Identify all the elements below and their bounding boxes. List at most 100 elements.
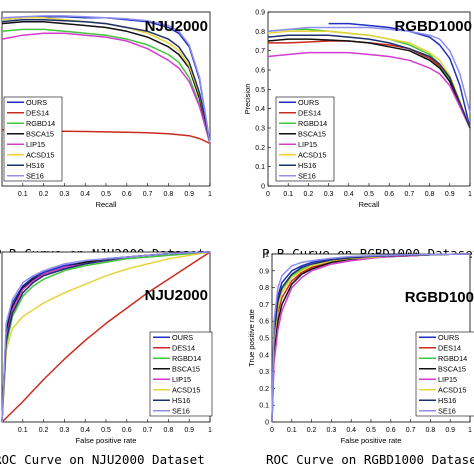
y-tick-label: 0.1 [255, 164, 265, 171]
legend-label: OURS [172, 333, 193, 342]
legend-box [3, 96, 63, 182]
x-tick-label: 0.6 [122, 427, 132, 434]
legend-label: DES14 [172, 343, 195, 352]
x-tick-label: 0.8 [164, 191, 174, 198]
x-tick-label: 0.3 [324, 191, 334, 198]
y-tick-label: 0 [265, 420, 269, 427]
x-tick-label: 0.2 [307, 427, 317, 434]
chart-title: RGBD100 [405, 289, 474, 306]
series-line-se16 [1, 15, 211, 144]
x-tick-label: 1 [208, 191, 212, 198]
series-line-se16 [267, 26, 471, 113]
x-tick-label: 0.9 [184, 427, 194, 434]
x-tick-label: 0.9 [445, 427, 455, 434]
series-line-lip15 [267, 51, 471, 129]
x-tick-label: 0.4 [344, 191, 354, 198]
series-line-hs16 [1, 18, 211, 144]
x-tick-label: 0.4 [80, 427, 90, 434]
x-axis-label: False positive rate [341, 436, 402, 445]
legend-label: BSCA15 [172, 364, 200, 373]
legend-box [275, 96, 335, 182]
legend-label: BSCA15 [298, 129, 326, 138]
x-tick-label: 0 [266, 191, 270, 198]
y-tick-label: 1 [265, 252, 269, 259]
series-line-des14 [1, 251, 211, 423]
legend-label: ACSD15 [298, 150, 326, 159]
x-tick-label: 0 [270, 427, 274, 434]
x-tick-label: 0.7 [406, 427, 416, 434]
y-tick-label: 0.2 [255, 145, 265, 152]
x-tick-label: 0.5 [366, 427, 376, 434]
x-tick-label: 1 [468, 191, 472, 198]
x-axis-label: False positive rate [76, 436, 137, 445]
y-tick-label: 0 [261, 184, 265, 191]
x-tick-label: 0.2 [39, 191, 49, 198]
legend-label: LIP15 [172, 375, 191, 384]
y-tick-label: 0.9 [259, 268, 269, 275]
x-tick-label: 0.2 [39, 427, 49, 434]
x-tick-label: 0.7 [143, 427, 153, 434]
legend-label: HS16 [298, 161, 316, 170]
x-tick-label: 0.7 [143, 191, 153, 198]
legend-label: RGBD14 [438, 354, 467, 363]
legend-label: LIP15 [438, 375, 457, 384]
roc-rgbd1000-chart: 0 0.1 0.2 0.3 0.4 0.5 0.6 0.7 0.8 0.9 1 False posit… [247, 252, 474, 445]
y-tick-label: 0.7 [259, 302, 269, 309]
series-line-se16 [1, 251, 211, 423]
series-line-bsca15 [267, 38, 471, 129]
chart-title: NJU2000 [145, 18, 208, 35]
y-tick-label: 0.6 [255, 68, 265, 75]
series-line-lip15 [1, 32, 211, 144]
legend-label: HS16 [26, 161, 44, 170]
series-line-rgbd14 [1, 28, 211, 144]
legend-label: ACSD15 [26, 150, 54, 159]
legend-label: SE16 [172, 406, 190, 415]
series-line-hs16 [267, 34, 471, 129]
legend-label: SE16 [298, 171, 316, 180]
x-tick-label: 0.1 [18, 191, 28, 198]
legend-label: HS16 [172, 396, 190, 405]
x-tick-label: 0.3 [60, 427, 70, 434]
legend-label: ACSD15 [438, 385, 466, 394]
x-tick-label: 0.6 [386, 427, 396, 434]
x-tick-label: 0.1 [283, 191, 293, 198]
legend-label: DES14 [438, 343, 461, 352]
legend-label: HS16 [438, 396, 456, 405]
x-tick-label: 0.9 [445, 191, 455, 198]
legend-label: RGBD14 [26, 119, 55, 128]
x-axis-label: Recall [359, 200, 380, 209]
y-tick-label: 0.9 [255, 10, 265, 17]
legend-label: RGBD14 [172, 354, 201, 363]
x-tick-label: 0.5 [364, 191, 374, 198]
y-tick-label: 0.8 [255, 29, 265, 36]
y-tick-label: 0.6 [259, 319, 269, 326]
x-tick-label: 0.6 [384, 191, 394, 198]
x-tick-label: 0.2 [304, 191, 314, 198]
roc-rgbd1000-panel: 0 0.1 0.2 0.3 0.4 0.5 0.6 0.7 0.8 0.9 1 False posit… [242, 246, 474, 474]
legend-label: BSCA15 [26, 129, 54, 138]
x-tick-label: 0.1 [18, 427, 28, 434]
y-tick-label: 0.4 [259, 352, 269, 359]
x-tick-label: 0.7 [405, 191, 415, 198]
roc-nju2000-panel: 0.1 0.2 0.3 0.4 0.5 0.6 0.7 0.8 0.9 1 False positi… [0, 246, 232, 474]
y-tick-label: 0.3 [259, 369, 269, 376]
legend-label: LIP15 [26, 140, 45, 149]
x-tick-label: 0.1 [287, 427, 297, 434]
x-tick-label: 0.8 [426, 427, 436, 434]
legend-label: SE16 [438, 406, 456, 415]
x-tick-label: 0.8 [425, 191, 435, 198]
series-line-ours [328, 22, 471, 129]
legend-label: OURS [438, 333, 459, 342]
y-tick-label: 0.3 [255, 126, 265, 133]
x-tick-label: 0.5 [101, 427, 111, 434]
x-tick-label: 0.8 [164, 427, 174, 434]
x-tick-label: 0.3 [60, 191, 70, 198]
series-line-acsd15 [267, 30, 471, 129]
pr-rgbd1000-chart: 0 0.1 0.2 0.3 0.4 0.5 0.6 0.7 0.8 0.9 1 Recall 0 0.1 0… [243, 10, 472, 210]
x-tick-label: 0.4 [346, 427, 356, 434]
roc-nju2000-chart: 0.1 0.2 0.3 0.4 0.5 0.6 0.7 0.8 0.9 1 False positi… [1, 251, 213, 445]
legend-label: DES14 [26, 108, 49, 117]
y-tick-label: 0.2 [259, 386, 269, 393]
chart-title: RGBD1000 [394, 18, 472, 35]
y-axis-label: Precision [243, 84, 252, 115]
